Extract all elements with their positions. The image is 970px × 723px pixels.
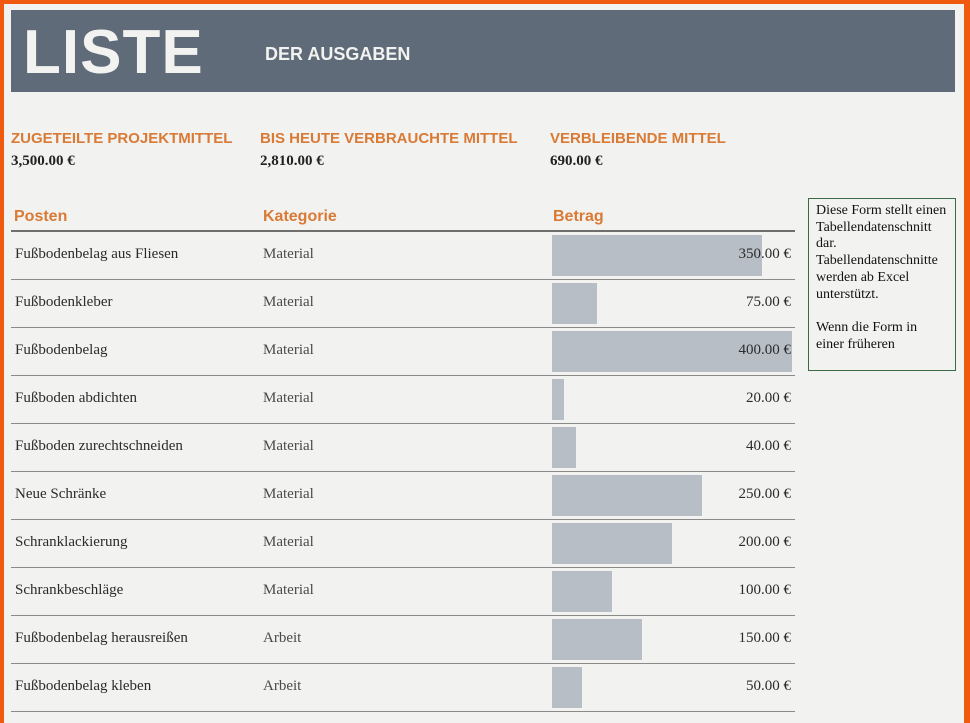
item-cell[interactable]: Fußboden abdichten: [15, 390, 138, 406]
expense-table-body: Fußbodenbelag aus Fliesen Material 350.00 …: [11, 232, 795, 712]
category-cell[interactable]: Material: [263, 390, 314, 406]
remaining-funds-label: VERBLEIBENDE MITTEL: [550, 130, 726, 147]
category-cell[interactable]: Material: [263, 534, 314, 550]
item-cell[interactable]: Neue Schränke: [15, 486, 107, 502]
amount-data-bar: [552, 475, 702, 516]
expense-sheet: LISTE DER AUSGABEN ZUGETEILTE PROJEKTMIT…: [4, 4, 964, 723]
category-cell[interactable]: Arbeit: [263, 630, 302, 646]
table-row[interactable]: Schrankbeschläge Material 100.00 €: [11, 568, 795, 616]
amount-cell[interactable]: 100.00 €: [738, 582, 792, 598]
banner-subtitle: DER AUSGABEN: [265, 44, 411, 64]
note-text-2: Wenn die Form in einer früheren: [816, 319, 918, 352]
amount-cell[interactable]: 250.00 €: [738, 486, 792, 502]
remaining-funds-value[interactable]: 690.00 €: [550, 153, 603, 169]
category-cell[interactable]: Arbeit: [263, 678, 302, 694]
table-row[interactable]: Neue Schränke Material 250.00 €: [11, 472, 795, 520]
amount-data-bar: [552, 331, 792, 372]
amount-data-bar: [552, 523, 672, 564]
category-cell[interactable]: Material: [263, 246, 314, 262]
allocated-funds-value[interactable]: 3,500.00 €: [11, 153, 75, 169]
amount-data-bar: [552, 235, 762, 276]
item-cell[interactable]: Fußbodenkleber: [15, 294, 113, 310]
column-header-category[interactable]: Kategorie: [263, 208, 337, 225]
amount-cell[interactable]: 200.00 €: [738, 534, 792, 550]
column-header-item[interactable]: Posten: [14, 208, 68, 225]
column-header-amount[interactable]: Betrag: [553, 208, 604, 225]
spent-funds-label: BIS HEUTE VERBRAUCHTE MITTEL: [260, 130, 518, 147]
item-cell[interactable]: Schrankbeschläge: [15, 582, 124, 598]
slicer-placeholder-note[interactable]: Diese Form stellt einen Tabellendatensch…: [808, 198, 956, 371]
category-cell[interactable]: Material: [263, 438, 314, 454]
amount-cell[interactable]: 350.00 €: [738, 246, 792, 262]
amount-cell[interactable]: 75.00 €: [746, 294, 791, 310]
table-row[interactable]: Fußbodenkleber Material 75.00 €: [11, 280, 795, 328]
table-row[interactable]: Fußboden zurechtschneiden Material 40.00 €: [11, 424, 795, 472]
table-row[interactable]: Fußbodenbelag kleben Arbeit 50.00 €: [11, 664, 795, 712]
category-cell[interactable]: Material: [263, 582, 314, 598]
table-row[interactable]: Fußbodenbelag aus Fliesen Material 350.00 …: [11, 232, 795, 280]
amount-data-bar: [552, 619, 642, 660]
amount-cell[interactable]: 40.00 €: [746, 438, 791, 454]
table-row[interactable]: Fußboden abdichten Material 20.00 €: [11, 376, 795, 424]
category-cell[interactable]: Material: [263, 342, 314, 358]
table-row[interactable]: Fußbodenbelag Material 400.00 €: [11, 328, 795, 376]
amount-cell[interactable]: 400.00 €: [738, 342, 792, 358]
note-text-1: Diese Form stellt einen Tabellendatensch…: [816, 203, 947, 302]
item-cell[interactable]: Schranklackierung: [15, 534, 128, 550]
item-cell[interactable]: Fußbodenbelag aus Fliesen: [15, 246, 179, 262]
allocated-funds-label: ZUGETEILTE PROJEKTMITTEL: [11, 130, 233, 147]
category-cell[interactable]: Material: [263, 294, 314, 310]
spent-funds-value[interactable]: 2,810.00 €: [260, 153, 324, 169]
title-banner: LISTE DER AUSGABEN: [11, 10, 955, 92]
item-cell[interactable]: Fußbodenbelag kleben: [15, 678, 152, 694]
amount-cell[interactable]: 20.00 €: [746, 390, 791, 406]
amount-cell[interactable]: 50.00 €: [746, 678, 791, 694]
amount-data-bar: [552, 571, 612, 612]
amount-data-bar: [552, 427, 576, 468]
header-divider: [11, 230, 795, 232]
amount-cell[interactable]: 150.00 €: [738, 630, 792, 646]
amount-data-bar: [552, 379, 564, 420]
item-cell[interactable]: Fußbodenbelag: [15, 342, 108, 358]
item-cell[interactable]: Fußboden zurechtschneiden: [15, 438, 183, 454]
item-cell[interactable]: Fußbodenbelag herausreißen: [15, 630, 188, 646]
amount-data-bar: [552, 283, 597, 324]
table-row[interactable]: Schranklackierung Material 200.00 €: [11, 520, 795, 568]
table-row[interactable]: Fußbodenbelag herausreißen Arbeit 150.00 €: [11, 616, 795, 664]
banner-title: LISTE: [23, 18, 204, 87]
amount-data-bar: [552, 667, 582, 708]
category-cell[interactable]: Material: [263, 486, 314, 502]
